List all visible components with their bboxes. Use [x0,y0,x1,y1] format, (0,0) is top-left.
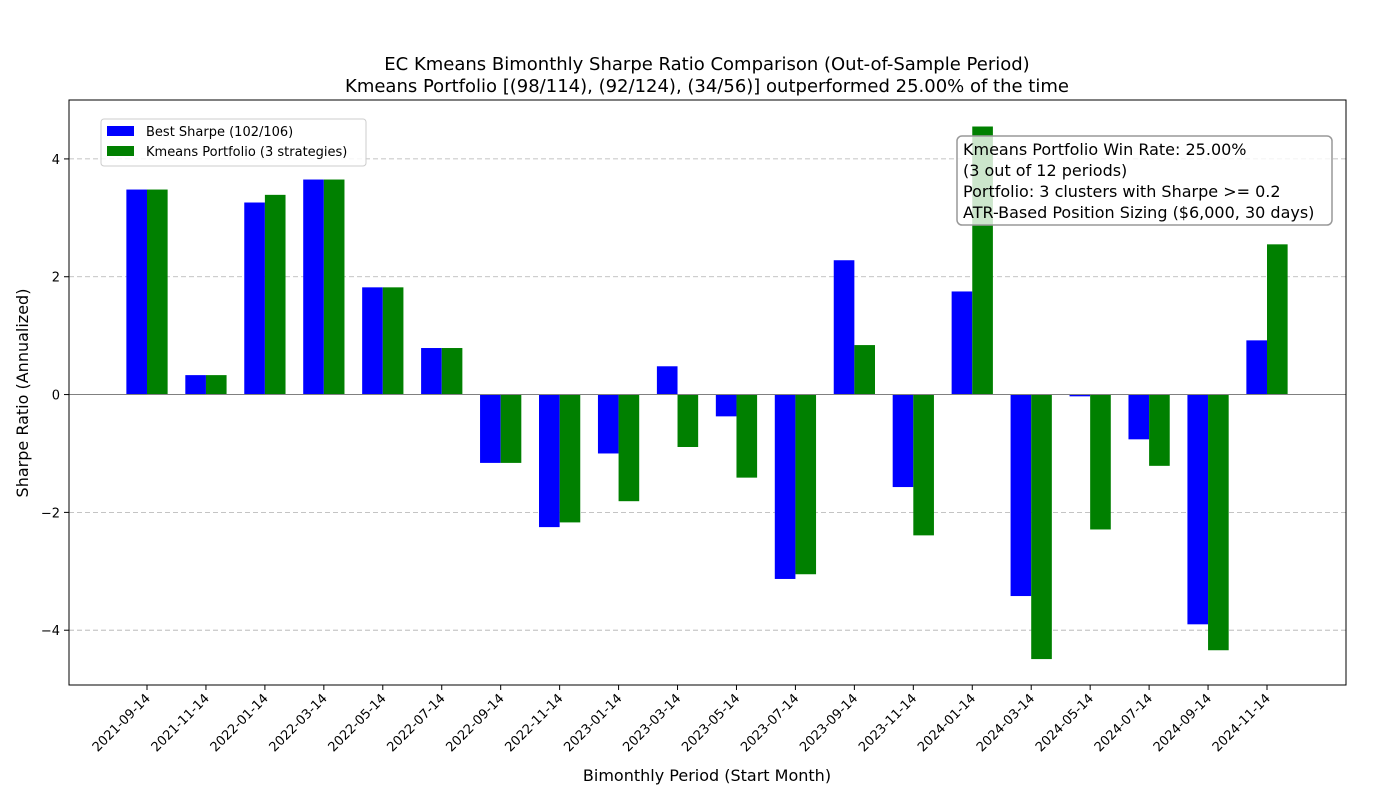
best-sharpe-bar [1069,394,1091,397]
chart-title: EC Kmeans Bimonthly Sharpe Ratio Compari… [384,54,1029,75]
plot-frame [68,99,1347,686]
best-sharpe-bar [892,394,914,488]
x-tick-label: 2022-01-14 [208,691,272,755]
kmeans-portfolio-bar [736,394,758,478]
kmeans-portfolio-bar [147,189,168,395]
kmeans-portfolio-bar [264,194,286,395]
annotation-line-periods: (3 out of 12 periods) [963,161,1127,180]
kmeans-portfolio-bar [854,345,875,395]
win-rate-annotation: Kmeans Portfolio Win Rate: 25.00% (3 out… [956,135,1333,226]
x-tick-label: 2023-05-14 [679,691,743,755]
y-tick-label: −4 [41,624,60,639]
best-sharpe-bar [185,375,206,395]
y-tick-label: 2 [52,271,60,286]
kmeans-portfolio-bar [1208,394,1229,651]
x-tick-label: 2023-11-14 [856,691,920,755]
kmeans-portfolio-bar [441,348,463,395]
chart-legend: Best Sharpe (102/106) Kmeans Portfolio (… [100,118,367,167]
kmeans-portfolio-bar [382,287,404,395]
best-sharpe-bar [597,394,619,454]
bar-series [126,126,1288,660]
x-tick-label: 2022-03-14 [267,691,331,755]
x-tick-label: 2024-01-14 [915,691,979,755]
best-sharpe-bar [362,287,383,395]
y-tick-label: −2 [41,506,60,521]
kmeans-portfolio-bar [1090,394,1111,530]
x-tick-label: 2021-09-14 [90,691,154,755]
legend-label-kmeans-portfolio: Kmeans Portfolio (3 strategies) [146,145,347,160]
kmeans-portfolio-bar [205,375,227,395]
annotation-line-clusters: Portfolio: 3 clusters with Sharpe >= 0.2 [963,182,1281,201]
best-sharpe-bar [126,189,147,395]
y-tick-label: 0 [52,389,60,404]
kmeans-portfolio-bar [500,394,522,463]
best-sharpe-bar [715,394,737,417]
y-axis-ticks: 4 2 0 −2 −4 [41,153,69,639]
best-sharpe-bar [656,366,678,395]
y-tick-label: 4 [52,153,60,168]
best-sharpe-bar [951,291,973,395]
annotation-box [956,135,1333,226]
x-tick-label: 2024-03-14 [974,691,1038,755]
x-tick-label: 2022-11-14 [502,691,566,755]
best-sharpe-bar [833,260,855,395]
kmeans-portfolio-bar [913,394,934,536]
legend-swatch-kmeans-portfolio [107,146,134,156]
x-tick-label: 2024-07-14 [1092,691,1156,755]
x-tick-label: 2024-09-14 [1151,691,1215,755]
x-tick-label: 2023-01-14 [561,691,625,755]
best-sharpe-bar [1128,394,1150,440]
x-tick-label: 2023-09-14 [797,691,861,755]
x-axis-label: Bimonthly Period (Start Month) [583,766,831,785]
x-tick-label: 2021-11-14 [149,691,213,755]
legend-label-best-sharpe: Best Sharpe (102/106) [146,125,293,140]
x-tick-label: 2022-05-14 [326,691,390,755]
best-sharpe-bar [539,394,560,528]
x-tick-label: 2022-09-14 [443,691,507,755]
best-sharpe-bar [1187,394,1209,625]
kmeans-portfolio-bar [1031,394,1052,660]
best-sharpe-bar [1010,394,1032,597]
best-sharpe-bar [303,179,324,395]
best-sharpe-bar [421,348,442,395]
x-tick-label: 2024-05-14 [1033,691,1097,755]
x-tick-label: 2024-11-14 [1210,691,1274,755]
kmeans-portfolio-bar [559,394,581,523]
annotation-line-win-rate: Kmeans Portfolio Win Rate: 25.00% [963,140,1247,159]
x-tick-label: 2023-07-14 [738,691,802,755]
best-sharpe-bar [1246,340,1267,395]
best-sharpe-bar [480,394,501,463]
best-sharpe-bar [774,394,796,579]
best-sharpe-bar [244,202,265,395]
chart-subtitle: Kmeans Portfolio [(98/114), (92/124), (3… [345,76,1069,97]
kmeans-portfolio-bar [795,394,817,575]
kmeans-portfolio-bar [677,394,699,447]
x-tick-label: 2022-07-14 [385,691,449,755]
kmeans-portfolio-bar [618,394,640,502]
legend-swatch-best-sharpe [107,126,134,136]
y-axis-label: Sharpe Ratio (Annualized) [13,289,32,498]
legend-box [100,118,367,167]
x-axis-ticks: 2021-09-142021-11-142022-01-142022-03-14… [90,685,1274,755]
annotation-line-position-sizing: ATR-Based Position Sizing ($6,000, 30 da… [963,203,1314,222]
kmeans-portfolio-bar [1149,394,1170,466]
kmeans-portfolio-bar [1267,244,1288,395]
kmeans-portfolio-bar [323,179,345,395]
x-tick-label: 2023-03-14 [620,691,684,755]
